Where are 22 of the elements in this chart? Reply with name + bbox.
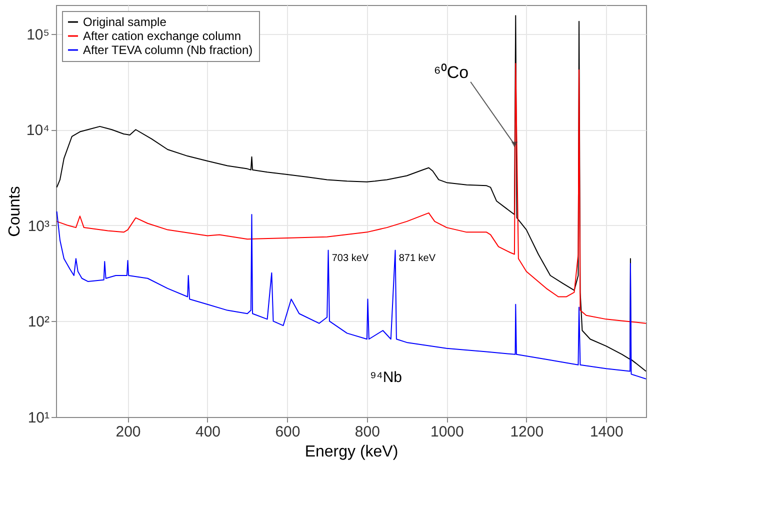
x-tick-label: 1400 xyxy=(590,424,624,440)
y-tick-label: 10¹ xyxy=(28,410,50,426)
annotation: 871 keV xyxy=(398,252,436,264)
annotation: 703 keV xyxy=(332,252,369,264)
x-tick-label: 400 xyxy=(195,424,220,440)
y-tick-label: 10³ xyxy=(28,218,50,235)
x-tick-label: 1000 xyxy=(430,424,464,440)
y-axis-title: Counts xyxy=(6,186,24,237)
y-tick-label: 10² xyxy=(28,314,50,331)
line-series xyxy=(56,63,646,324)
x-tick-label: 200 xyxy=(116,424,141,440)
legend-label: Original sample xyxy=(83,15,167,29)
x-tick-label: 600 xyxy=(275,424,300,440)
annotation: ⁶⁰Co xyxy=(434,62,469,82)
legend-label: After TEVA column (Nb fraction) xyxy=(83,43,253,57)
x-tick-label: 1200 xyxy=(510,424,544,440)
annotation: ⁹⁴Nb xyxy=(370,369,402,386)
x-tick-label: 800 xyxy=(354,424,380,440)
x-axis-title: Energy (keV) xyxy=(304,444,398,460)
y-tick-label: 10⁴ xyxy=(26,122,50,140)
y-tick-label: 10⁵ xyxy=(26,26,50,44)
legend-label: After cation exchange column xyxy=(83,29,242,43)
